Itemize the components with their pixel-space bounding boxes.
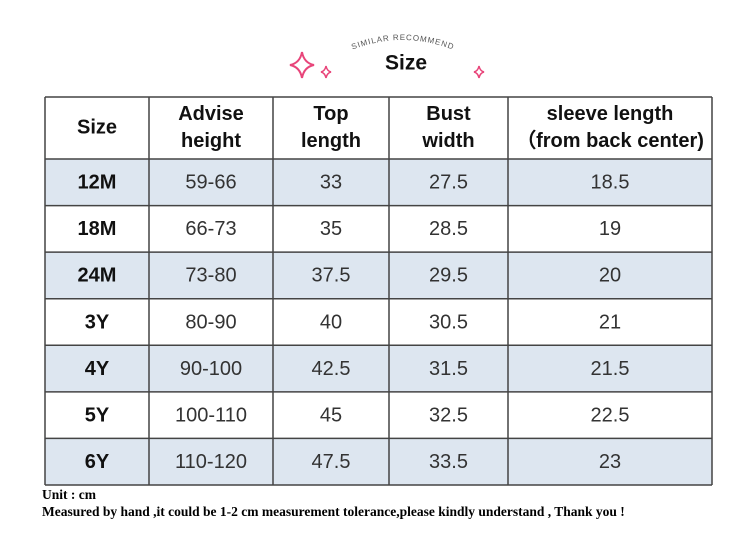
cell-value: 23: [599, 451, 621, 473]
row-background: [45, 345, 712, 392]
note: Unit : cm: [42, 487, 97, 502]
cell-value: 18.5: [591, 172, 630, 194]
cell-value: 28.5: [429, 218, 468, 240]
row-background: [45, 159, 712, 206]
cell-value: 73-80: [185, 265, 236, 287]
cell-value: 66-73: [185, 218, 236, 240]
cell-value: 59-66: [185, 172, 236, 194]
row-background: [45, 252, 712, 299]
cell-value: 32.5: [429, 404, 468, 426]
size-label: 4Y: [85, 358, 110, 380]
size-label: 3Y: [85, 311, 110, 333]
cell-value: 40: [320, 311, 342, 333]
arc-text: SIMILAR RECOMMEND: [350, 33, 455, 52]
cell-value: 45: [320, 404, 342, 426]
sparkle: [289, 51, 315, 79]
cell-value: 33: [320, 172, 342, 194]
sparkle: [320, 65, 332, 79]
cell-value: 35: [320, 218, 342, 240]
column-header: Top: [313, 103, 348, 125]
size-label: 24M: [78, 265, 117, 287]
cell-value: 27.5: [429, 172, 468, 194]
note: Measured by hand ,it could be 1-2 cm mea…: [42, 504, 625, 519]
cell-value: 29.5: [429, 265, 468, 287]
column-header: height: [181, 130, 241, 152]
cell-value: 19: [599, 218, 621, 240]
size-table: Size Advise height Top length Bust width sleeve…: [44, 96, 713, 486]
cell-value: 20: [599, 265, 621, 287]
row-background: [45, 391, 712, 439]
cell-value: 110-120: [175, 451, 247, 473]
row-background: [45, 205, 712, 253]
title: Size: [385, 52, 427, 75]
cell-value: 47.5: [312, 451, 351, 473]
cell-value: 80-90: [185, 311, 236, 333]
column-header: Bust: [426, 103, 471, 125]
size-label: 18M: [78, 218, 117, 240]
cell-value: 100-110: [175, 404, 247, 426]
size-label: 12M: [78, 172, 117, 194]
cell-value: 22.5: [591, 404, 630, 426]
arc-caption: SIMILAR RECOMMEND: [350, 33, 456, 52]
cell-value: 37.5: [312, 265, 351, 287]
size-label: 6Y: [85, 451, 110, 473]
column-header: width: [421, 130, 474, 152]
cell-value: 31.5: [429, 358, 468, 380]
cell-value: 21.5: [591, 358, 630, 380]
column-header: length: [301, 130, 361, 152]
column-header: Advise: [178, 103, 244, 125]
size-label: 5Y: [85, 404, 110, 426]
cell-value: 30.5: [429, 311, 468, 333]
row-background: [45, 298, 712, 346]
cell-value: 90-100: [180, 358, 242, 380]
cell-value: 21: [599, 311, 621, 333]
cell-value: 42.5: [312, 358, 351, 380]
cell-value: 33.5: [429, 451, 468, 473]
sparkle: [473, 65, 485, 79]
column-header: Size: [77, 116, 117, 138]
column-header: sleeve length: [547, 103, 674, 125]
row-background: [45, 438, 712, 485]
column-header: （from back center): [516, 129, 704, 152]
